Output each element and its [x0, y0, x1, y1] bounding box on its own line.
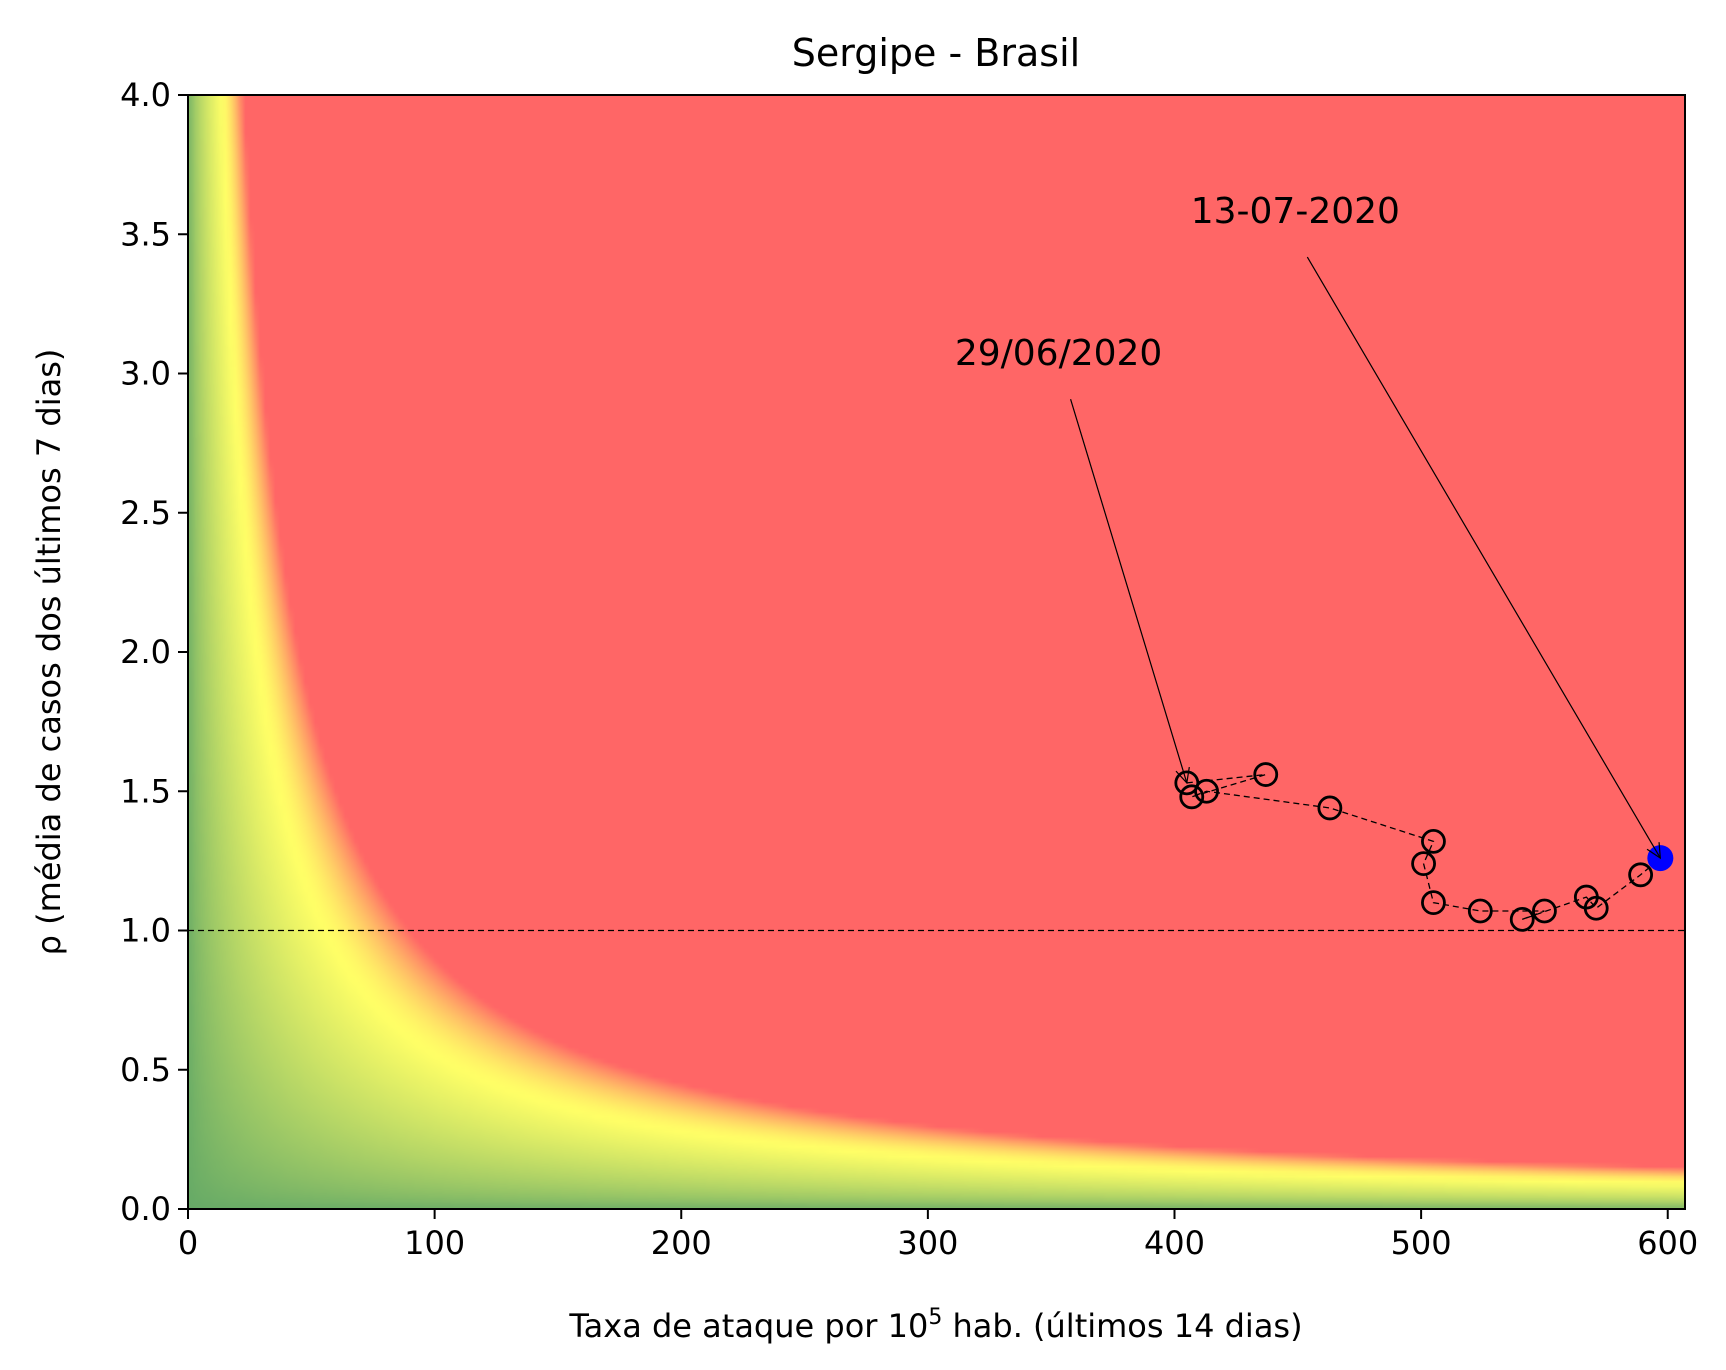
trajectory-point	[1317, 795, 1343, 821]
trajectory-point	[1194, 778, 1219, 804]
y-tick-label: 0.5	[120, 1051, 171, 1089]
trajectory-point	[1421, 890, 1446, 916]
x-tick-label: 200	[651, 1224, 712, 1262]
trajectory-point	[1583, 895, 1609, 921]
x-axis: 0 100 200 300 400 500 600	[178, 1209, 1698, 1262]
y-tick-label: 3.0	[120, 355, 171, 393]
y-tick-label: 4.0	[120, 76, 171, 114]
x-axis-label: Taxa de ataque por 105 hab. (últimos 14 …	[568, 1305, 1302, 1345]
y-tick-label: 2.0	[120, 633, 171, 671]
y-tick-label: 0.0	[120, 1190, 171, 1228]
trajectory-point	[1253, 762, 1279, 787]
y-axis: 0.0 0.5 1.0 1.5 2.0 2.5 3.0 3.5 4.0	[120, 76, 188, 1228]
trajectory-point	[1467, 898, 1493, 924]
trajectory-point	[1628, 862, 1654, 888]
annotation-arrowhead	[1175, 766, 1190, 785]
annotation-arrow	[1306, 256, 1661, 859]
x-axis-label-exponent: 5	[928, 1305, 942, 1330]
y-axis-label: ρ (média de casos dos últimos 7 dias)	[30, 349, 68, 956]
y-tick-label: 2.5	[120, 494, 171, 532]
annotation-label: 13-07-2020	[1191, 191, 1400, 232]
trajectory-point	[1421, 828, 1446, 854]
x-axis-label-suffix: hab. (últimos 14 dias)	[942, 1307, 1302, 1345]
annotation-layer: 29/06/2020 13-07-2020	[955, 191, 1662, 860]
y-tick-label: 1.0	[120, 912, 171, 950]
x-tick-label: 100	[404, 1224, 465, 1262]
x-axis-label-prefix: Taxa de ataque por 10	[568, 1307, 928, 1345]
chart-title: Sergipe - Brasil	[792, 31, 1080, 75]
x-tick-label: 0	[178, 1224, 198, 1262]
annotation-arrow	[1070, 398, 1188, 784]
trajectory-point	[1411, 851, 1436, 877]
y-tick-label: 1.5	[120, 772, 171, 810]
plot-background	[188, 95, 1685, 1209]
x-tick-label: 600	[1637, 1224, 1698, 1262]
annotation-label: 29/06/2020	[955, 333, 1163, 374]
x-tick-label: 300	[897, 1224, 958, 1262]
trajectory-point	[1509, 906, 1535, 932]
trajectory-point	[1532, 898, 1557, 924]
annotation-arrowhead	[1646, 842, 1662, 860]
y-tick-label: 3.5	[120, 215, 171, 253]
x-tick-label: 500	[1391, 1224, 1452, 1262]
x-tick-label: 400	[1144, 1224, 1205, 1262]
trajectory-point	[1179, 784, 1205, 810]
risk-gradient-image	[188, 95, 1685, 1209]
